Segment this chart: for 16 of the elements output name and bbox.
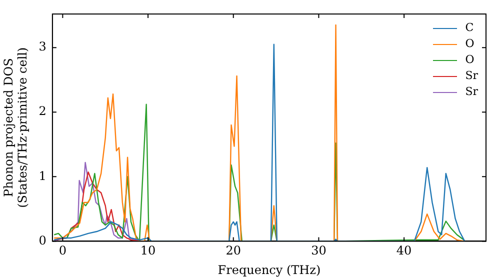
y-tick-label: 1 [38,168,46,183]
y-axis-title: Phonon projected DOS (States/THz·primitive cell) [1,47,30,208]
y-tick-label: 0 [38,233,46,248]
legend-label: C [465,20,474,36]
legend-label: O [465,52,474,68]
y-tick-label: 3 [38,40,46,54]
legend-label: O [465,36,474,52]
legend-label: Sr [465,84,478,100]
x-axis-title: Frequency (THz) [218,262,321,277]
x-tick-label: 40 [396,244,412,258]
x-tick-label: 10 [140,244,156,258]
y-tick-label: 2 [38,104,46,118]
x-tick-label: 20 [226,244,242,258]
x-tick-label: 30 [311,244,326,258]
x-tick-label: 0 [58,244,66,258]
legend-label: Sr [465,68,478,84]
